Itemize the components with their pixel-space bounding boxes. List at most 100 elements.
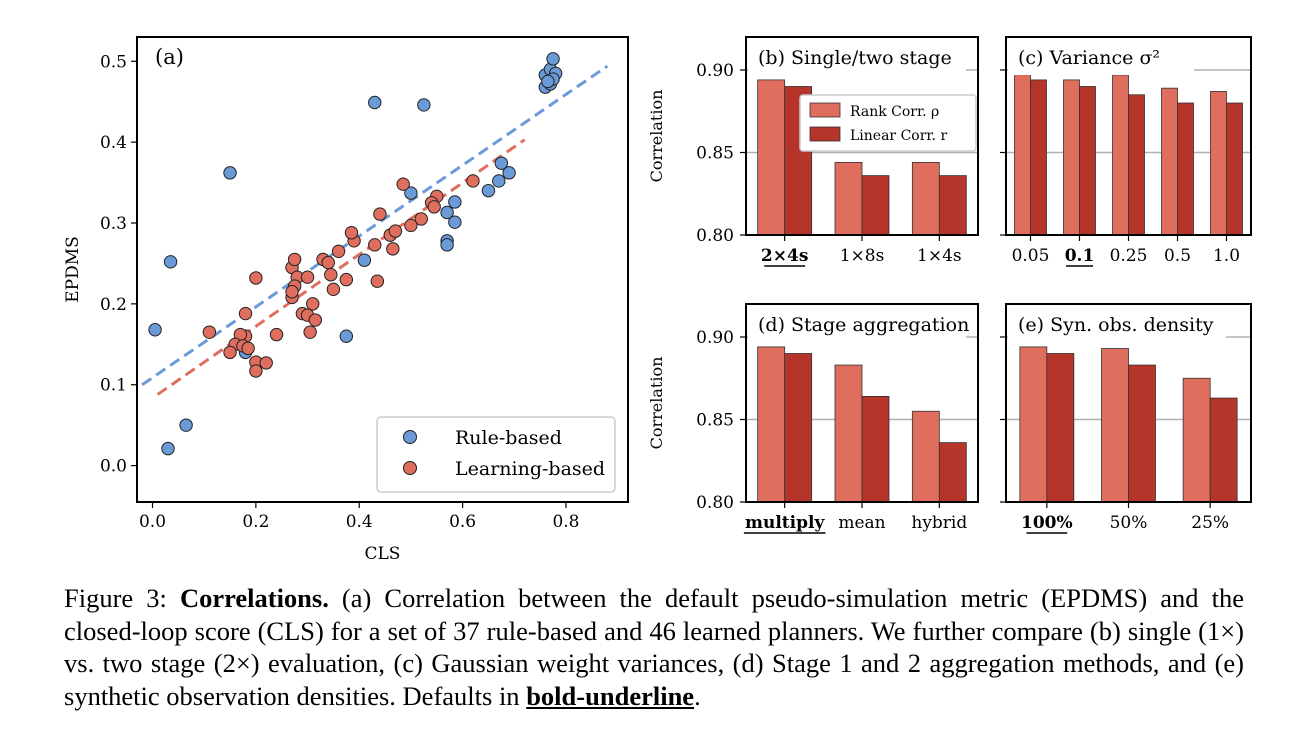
data-point xyxy=(331,244,346,259)
axes-frame xyxy=(136,36,629,503)
scatter-panel-a: 0.0 0.2 0.4 0.6 0.8 0.0 0.1 0.2 0.3 0.4 0.5 CLS EPDM… xyxy=(63,36,629,564)
data-point xyxy=(386,242,400,256)
legend-label: Linear Corr. r xyxy=(850,128,947,144)
bar xyxy=(834,161,863,236)
data-point xyxy=(492,174,506,188)
x-tick-label: 0.6 xyxy=(449,512,476,532)
data-point xyxy=(448,195,462,209)
panel-title: (b) Single/two stage xyxy=(758,47,952,69)
data-point xyxy=(202,325,217,339)
fit-line xyxy=(141,64,609,386)
y-axis-label: Correlation xyxy=(647,90,666,183)
y-tick-label: 0.90 xyxy=(696,328,734,348)
y-tick-label: 0.85 xyxy=(696,144,734,164)
data-point xyxy=(148,323,162,337)
title-bg xyxy=(748,306,966,342)
bar xyxy=(1014,69,1031,236)
data-point xyxy=(324,268,338,282)
y-tick-label: 0.0 xyxy=(100,457,127,477)
legend-swatch xyxy=(809,102,841,118)
axes-frame xyxy=(1005,36,1252,236)
x-tick-label: 1×8s xyxy=(840,246,885,266)
bar xyxy=(1019,346,1048,503)
caption-bold: Correlations. xyxy=(179,583,329,613)
fit-line xyxy=(156,138,526,396)
legend-label: Rank Corr. ρ xyxy=(850,104,939,120)
title-bg xyxy=(1008,306,1226,342)
y-tick-label: 0.80 xyxy=(696,226,734,246)
bar-panel-d: 0.80 0.85 0.90 Correlation multiply mean hybri… xyxy=(647,303,979,534)
legend-label: Learning-based xyxy=(455,458,605,480)
data-point xyxy=(440,238,454,252)
data-point xyxy=(285,285,299,299)
legend-box xyxy=(376,416,616,493)
data-point xyxy=(259,356,273,370)
data-point xyxy=(249,271,263,285)
bar xyxy=(1079,86,1096,236)
data-point xyxy=(541,74,555,89)
figure: 0.0 0.2 0.4 0.6 0.8 0.0 0.1 0.2 0.3 0.4 0.5 CLS EPDM… xyxy=(63,36,1252,564)
data-point xyxy=(404,186,418,200)
data-point xyxy=(344,226,359,240)
bar xyxy=(1112,74,1129,236)
data-point xyxy=(249,364,263,378)
caption-prefix: Figure 3: xyxy=(64,583,180,613)
y-tick-label: 0.1 xyxy=(100,376,127,396)
bar xyxy=(834,364,863,503)
bar xyxy=(757,346,786,503)
y-tick-label: 0.5 xyxy=(100,52,127,72)
data-point xyxy=(308,313,323,327)
y-tick-label: 0.2 xyxy=(100,295,127,315)
data-point xyxy=(306,297,320,311)
data-point xyxy=(339,272,354,287)
data-point xyxy=(466,174,480,188)
bar xyxy=(1101,348,1129,503)
x-tick-label: 2×4s xyxy=(761,246,808,266)
data-point xyxy=(481,183,496,198)
bar xyxy=(1226,102,1243,236)
y-axis-label: Correlation xyxy=(647,357,666,450)
bar-panel-c: 0.05 0.1 0.25 0.5 1.0 (c) Variance σ² xyxy=(1000,36,1252,267)
bar xyxy=(911,410,940,503)
bar xyxy=(1128,94,1145,236)
data-point xyxy=(339,329,354,343)
title-bg xyxy=(1008,39,1194,75)
title-bg xyxy=(748,39,966,75)
y-tick-label: 0.90 xyxy=(696,61,734,81)
legend-marker xyxy=(403,430,417,444)
axes-frame xyxy=(745,36,979,236)
bar xyxy=(861,395,890,503)
data-point xyxy=(368,95,382,110)
data-point xyxy=(388,224,403,238)
bar xyxy=(861,175,890,236)
bar-panel-e: 100% 50% 25% (e) Syn. obs. density xyxy=(1000,303,1252,534)
data-point xyxy=(396,177,410,191)
data-point xyxy=(238,306,253,321)
caption-suffix: . xyxy=(694,680,701,711)
x-tick-label: 0.5 xyxy=(1164,246,1191,266)
data-point xyxy=(223,345,237,360)
bar xyxy=(1063,79,1080,236)
bar xyxy=(938,442,967,503)
bar xyxy=(1128,364,1156,503)
data-point xyxy=(163,255,178,269)
data-point xyxy=(417,98,431,112)
y-tick-label: 0.80 xyxy=(696,493,734,513)
data-point xyxy=(368,238,382,252)
x-tick-label: 25% xyxy=(1191,513,1229,533)
x-tick-label: multiply xyxy=(745,513,825,533)
figure-caption: Figure 3: Correlations. (a) Correlation … xyxy=(64,582,1244,712)
data-point xyxy=(502,166,516,180)
x-tick-label: 0.0 xyxy=(139,512,166,532)
x-tick-label: 100% xyxy=(1021,513,1073,533)
x-tick-label: 50% xyxy=(1110,513,1148,533)
caption-emphasis: bold-underline xyxy=(526,680,695,711)
panel-title: (d) Stage aggregation xyxy=(758,314,969,336)
panel-title: (c) Variance σ² xyxy=(1018,47,1160,69)
panel-title: (e) Syn. obs. density xyxy=(1018,314,1214,336)
x-tick-label: 1.0 xyxy=(1213,246,1240,266)
bar xyxy=(1177,102,1194,236)
y-tick-label: 0.3 xyxy=(100,214,127,234)
legend-marker xyxy=(403,461,417,475)
x-tick-label: 0.8 xyxy=(552,512,579,532)
